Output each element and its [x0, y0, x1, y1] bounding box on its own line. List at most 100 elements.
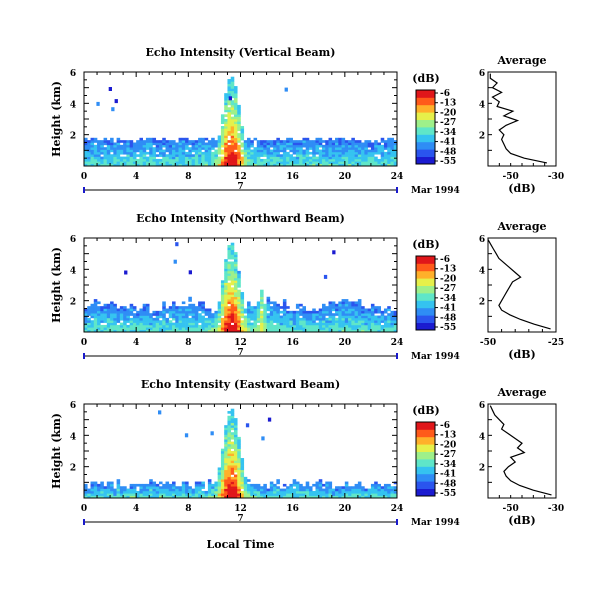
colorbar-swatch [416, 283, 435, 285]
colorbar-swatch [416, 124, 435, 127]
colorbar-frame [415, 89, 436, 165]
colorbar-swatch [416, 310, 435, 312]
colorbar-tick-label: -27 [440, 118, 456, 128]
colorbar-swatch [416, 459, 435, 461]
colorbar-swatch [416, 304, 435, 306]
colorbar-swatch [416, 297, 435, 300]
colorbar-swatch [416, 493, 435, 496]
echo-speck [108, 87, 112, 91]
colorbar-swatch [416, 128, 435, 130]
y-tick-label: 2 [70, 298, 76, 308]
colorbar-frame [415, 421, 436, 497]
colorbar-swatch [416, 488, 435, 491]
colorbar-swatch [416, 140, 435, 143]
echo-speck [114, 99, 118, 104]
profile-y-tick-label: 2 [479, 298, 485, 308]
colorbar-tick-label: -6 [440, 421, 450, 431]
date-label: Mar 1994 [411, 186, 460, 196]
colorbar-tick-label: -41 [440, 304, 456, 314]
colorbar-swatch [416, 491, 435, 493]
colorbar-swatch [416, 125, 435, 128]
colorbar-swatch [416, 477, 435, 480]
colorbar-swatch [416, 444, 435, 446]
echo-speck [210, 431, 214, 436]
profile-x-tick-label: -50 [503, 504, 519, 514]
echo-speck [173, 259, 177, 264]
colorbar-swatch [416, 143, 435, 145]
colorbar-swatch [416, 107, 435, 109]
colorbar-swatch [416, 264, 435, 267]
colorbar-swatch [416, 257, 435, 259]
colorbar-swatch [416, 449, 435, 451]
colorbar-swatch [416, 120, 435, 123]
profile-y-tick-label: 6 [479, 401, 485, 411]
colorbar-swatch [416, 465, 435, 467]
colorbar-tick-label: -55 [440, 157, 456, 167]
colorbar-swatch [416, 450, 435, 452]
colorbar-swatch [416, 470, 435, 472]
colorbar-swatch [416, 301, 435, 304]
colorbar-tick-label: -13 [440, 99, 456, 109]
colorbar-swatch [416, 321, 435, 323]
y-tick-label: 6 [70, 401, 76, 411]
colorbar-swatch [416, 484, 435, 487]
x-tick-label: 16 [286, 172, 299, 182]
colorbar-swatch [416, 468, 435, 471]
colorbar-swatch [416, 455, 435, 457]
heatmap-cells [84, 76, 398, 167]
colorbar-tick-label: -27 [440, 284, 456, 294]
colorbar-swatch [416, 302, 435, 305]
profile-title: Average [496, 54, 546, 67]
x-tick-label: 4 [133, 338, 139, 348]
x-tick-label: 24 [391, 172, 404, 182]
colorbar-swatch [416, 434, 435, 436]
colorbar-swatch [416, 269, 435, 272]
colorbar-swatch [416, 94, 435, 97]
colorbar-swatch [416, 431, 435, 434]
colorbar-swatch [416, 311, 435, 314]
colorbar-swatch [416, 312, 435, 315]
panel-title: Echo Intensity (Vertical Beam) [145, 46, 335, 59]
y-tick-label: 6 [70, 235, 76, 245]
colorbar-unit: (dB) [412, 238, 439, 251]
profile-y-tick-label: 6 [479, 235, 485, 245]
colorbar-swatch [416, 452, 435, 455]
colorbar-swatch [416, 103, 435, 106]
x-tick-label: 12 [234, 172, 247, 182]
echo-speck [261, 436, 265, 441]
colorbar-swatch [416, 259, 435, 262]
y-axis-label: Height (km) [50, 413, 63, 489]
colorbar-swatch [416, 290, 435, 293]
colorbar-swatch [416, 256, 435, 258]
colorbar-swatch [416, 294, 435, 296]
colorbar-swatch [416, 435, 435, 438]
colorbar-swatch [416, 285, 435, 288]
colorbar-swatch [416, 157, 435, 160]
colorbar-swatch [416, 106, 435, 108]
x-tick-label: 0 [81, 338, 87, 348]
colorbar-swatch [416, 486, 435, 488]
colorbar-swatch [416, 274, 435, 277]
x-tick-label: 16 [286, 504, 299, 514]
colorbar-swatch [416, 139, 435, 141]
y-tick-label: 2 [70, 132, 76, 142]
day-label: 7 [237, 348, 243, 358]
colorbar-swatch [416, 119, 435, 122]
colorbar-tick-label: -41 [440, 470, 456, 480]
colorbar-swatch [416, 447, 435, 450]
colorbar-swatch [416, 130, 435, 133]
date-label: Mar 1994 [411, 352, 460, 362]
y-axis-label: Height (km) [50, 81, 63, 157]
colorbar-swatch [416, 471, 435, 473]
colorbar-swatch [416, 96, 435, 98]
day-label: 7 [237, 182, 243, 192]
colorbar-swatch [416, 291, 435, 294]
colorbar-swatch [416, 129, 435, 132]
profile-y-tick-label: 4 [479, 432, 485, 442]
profile-x-label: (dB) [508, 514, 535, 527]
colorbar-swatch [416, 270, 435, 273]
colorbar-swatch [416, 134, 435, 137]
colorbar-swatch [416, 135, 435, 138]
profile-x-tick-label: -30 [548, 172, 564, 182]
x-tick-label: 20 [339, 338, 352, 348]
